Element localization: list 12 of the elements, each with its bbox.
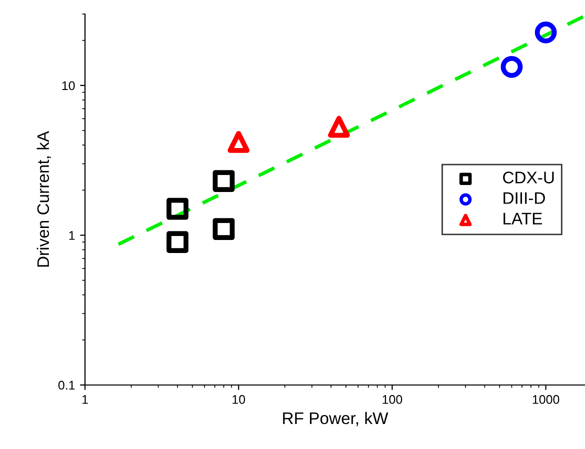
x-tick-label: 1 bbox=[82, 395, 88, 404]
y-axis-title: Driven Current, kA bbox=[36, 130, 52, 267]
legend-label: LATE bbox=[504, 212, 542, 224]
y-tick-label: 10 bbox=[62, 81, 75, 90]
legend-label: CDX-U bbox=[503, 172, 554, 184]
x-tick-label: 10 bbox=[232, 395, 246, 404]
y-tick-label: 1 bbox=[69, 231, 75, 240]
y-tick-label: 0.1 bbox=[58, 380, 75, 390]
x-axis-title: RF Power, kW bbox=[283, 412, 388, 426]
x-tick-label: 1000 bbox=[532, 395, 560, 404]
x-tick-label: 100 bbox=[382, 395, 402, 404]
legend-label: DIII-D bbox=[504, 192, 545, 204]
